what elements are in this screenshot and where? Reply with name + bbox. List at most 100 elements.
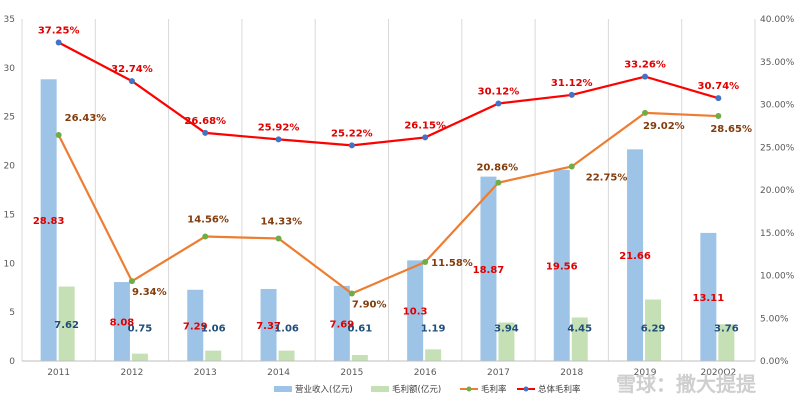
gross-profit-value-label: 0.61: [348, 323, 373, 334]
overall-margin-label: 26.68%: [184, 116, 226, 127]
gross-margin-label: 14.56%: [187, 215, 229, 226]
gross-profit-value-label: 1.06: [274, 323, 299, 334]
bar: [113, 282, 130, 361]
revenue-value-label: 8.08: [110, 318, 135, 329]
bar: [498, 322, 515, 361]
x-tick-label: 2017: [487, 368, 510, 378]
y-right-tick-label: 40.00%: [760, 15, 795, 25]
bar: [718, 324, 735, 361]
y-right-tick-label: 35.00%: [760, 58, 795, 68]
gross-profit-value-label: 7.62: [54, 320, 79, 331]
overall-margin-label: 30.12%: [478, 86, 520, 97]
gross-margin-label: 22.75%: [586, 172, 628, 183]
x-tick-label: 2013: [194, 368, 217, 378]
y-left-tick-label: 20: [4, 162, 16, 172]
bar: [553, 169, 570, 361]
bar: [278, 350, 295, 361]
data-point-marker: [348, 142, 355, 149]
watermark-text: 雪球：撒大提提: [616, 372, 757, 396]
x-tick-label: 2011: [47, 368, 70, 378]
gridlines: [21, 19, 756, 361]
y-right-tick-label: 20.00%: [760, 186, 795, 196]
overall-margin-label: 32.74%: [111, 64, 153, 75]
y-right-tick-label: 25.00%: [760, 143, 795, 153]
data-point-marker: [275, 235, 282, 242]
overall-margin-label: 25.22%: [331, 128, 373, 139]
data-point-marker: [128, 78, 135, 85]
legend-label: 毛利额(亿元): [392, 384, 441, 395]
overall-margin-label: 31.12%: [551, 78, 593, 89]
bar: [571, 317, 588, 361]
gross-margin-label: 9.34%: [132, 287, 167, 298]
revenue-value-label: 21.66: [619, 251, 651, 262]
data-point-marker: [642, 73, 649, 80]
bar: [645, 299, 662, 361]
gross-profit-value-label: 0.75: [128, 323, 153, 334]
gross-profit-value-label: 3.76: [714, 323, 739, 334]
gross-profit-value-label: 3.94: [494, 323, 519, 334]
revenue-value-label: 10.3: [403, 307, 428, 318]
data-point-marker: [568, 163, 575, 170]
legend-label: 营业收入(亿元): [295, 384, 353, 395]
overall-margin-label: 30.74%: [698, 81, 740, 92]
data-point-marker: [275, 136, 282, 143]
data-point-marker: [422, 258, 429, 265]
y-right-tick-label: 10.00%: [760, 272, 795, 282]
legend-marker: [523, 386, 529, 392]
bar: [40, 79, 57, 362]
data-point-marker: [128, 278, 135, 285]
data-point-marker: [715, 95, 722, 102]
data-point-marker: [348, 290, 355, 297]
gross-margin-label: 28.65%: [710, 124, 752, 135]
bar: [131, 353, 148, 361]
legend-swatch: [371, 386, 389, 392]
gross-margin-label: 7.90%: [352, 299, 387, 310]
y-left-tick-label: 35: [4, 15, 15, 25]
overall-margin-label: 37.25%: [38, 26, 80, 37]
data-point-marker: [202, 129, 209, 136]
data-point-marker: [422, 134, 429, 141]
y-left-tick-label: 30: [4, 64, 16, 74]
bar: [425, 349, 442, 361]
revenue-value-label: 7.29: [183, 321, 208, 332]
legend-label: 毛利率: [481, 384, 507, 395]
gross-margin-label: 29.02%: [643, 121, 685, 132]
gross-margin-label: 14.33%: [261, 216, 303, 227]
gross-profit-value-label: 1.06: [201, 323, 226, 334]
gross-margin-label: 26.43%: [65, 113, 107, 124]
y-left-tick-label: 25: [4, 113, 15, 123]
gross-profit-value-label: 4.45: [567, 323, 592, 334]
bar: [351, 355, 368, 361]
axes: 0 5 10 15 20 25 30 35 0.00% 5.00% 10.00% 15.00% 20.0…: [4, 15, 795, 378]
data-point-marker: [202, 233, 209, 240]
data-labels: 28.83 8.08 7.29 7.37 7.69 10.3 18.87 19.56 21.66…: [33, 26, 752, 335]
bar: [627, 149, 644, 361]
gross-profit-value-label: 1.19: [421, 323, 446, 334]
bar: [700, 232, 717, 361]
bar: [407, 260, 424, 361]
gross-profit-value-label: 6.29: [641, 323, 666, 334]
data-point-marker: [495, 100, 502, 107]
series-line: [58, 41, 719, 147]
data-point-marker: [715, 113, 722, 120]
x-tick-label: 2012: [120, 368, 143, 378]
revenue-value-label: 28.83: [33, 216, 65, 227]
series-line: [57, 111, 719, 295]
y-left-tick-label: 15: [4, 210, 15, 220]
data-point-marker: [568, 91, 575, 98]
line-series: [55, 39, 722, 297]
y-right-tick-label: 5.00%: [760, 314, 789, 324]
y-right-tick-label: 15.00%: [760, 229, 795, 239]
x-tick-label: 2020Q2: [700, 368, 736, 378]
legend: 营业收入(亿元) 毛利额(亿元) 毛利率 总体毛利率: [274, 384, 581, 395]
revenue-value-label: 18.87: [473, 265, 505, 276]
x-tick-label: 2016: [414, 368, 437, 378]
revenue-value-label: 19.56: [546, 261, 578, 272]
legend-marker: [466, 386, 472, 392]
overall-margin-label: 26.15%: [404, 120, 446, 131]
bar: [205, 350, 222, 361]
gross-margin-label: 20.86%: [476, 163, 518, 174]
data-point-marker: [495, 179, 502, 186]
revenue-value-label: 13.11: [693, 293, 725, 304]
